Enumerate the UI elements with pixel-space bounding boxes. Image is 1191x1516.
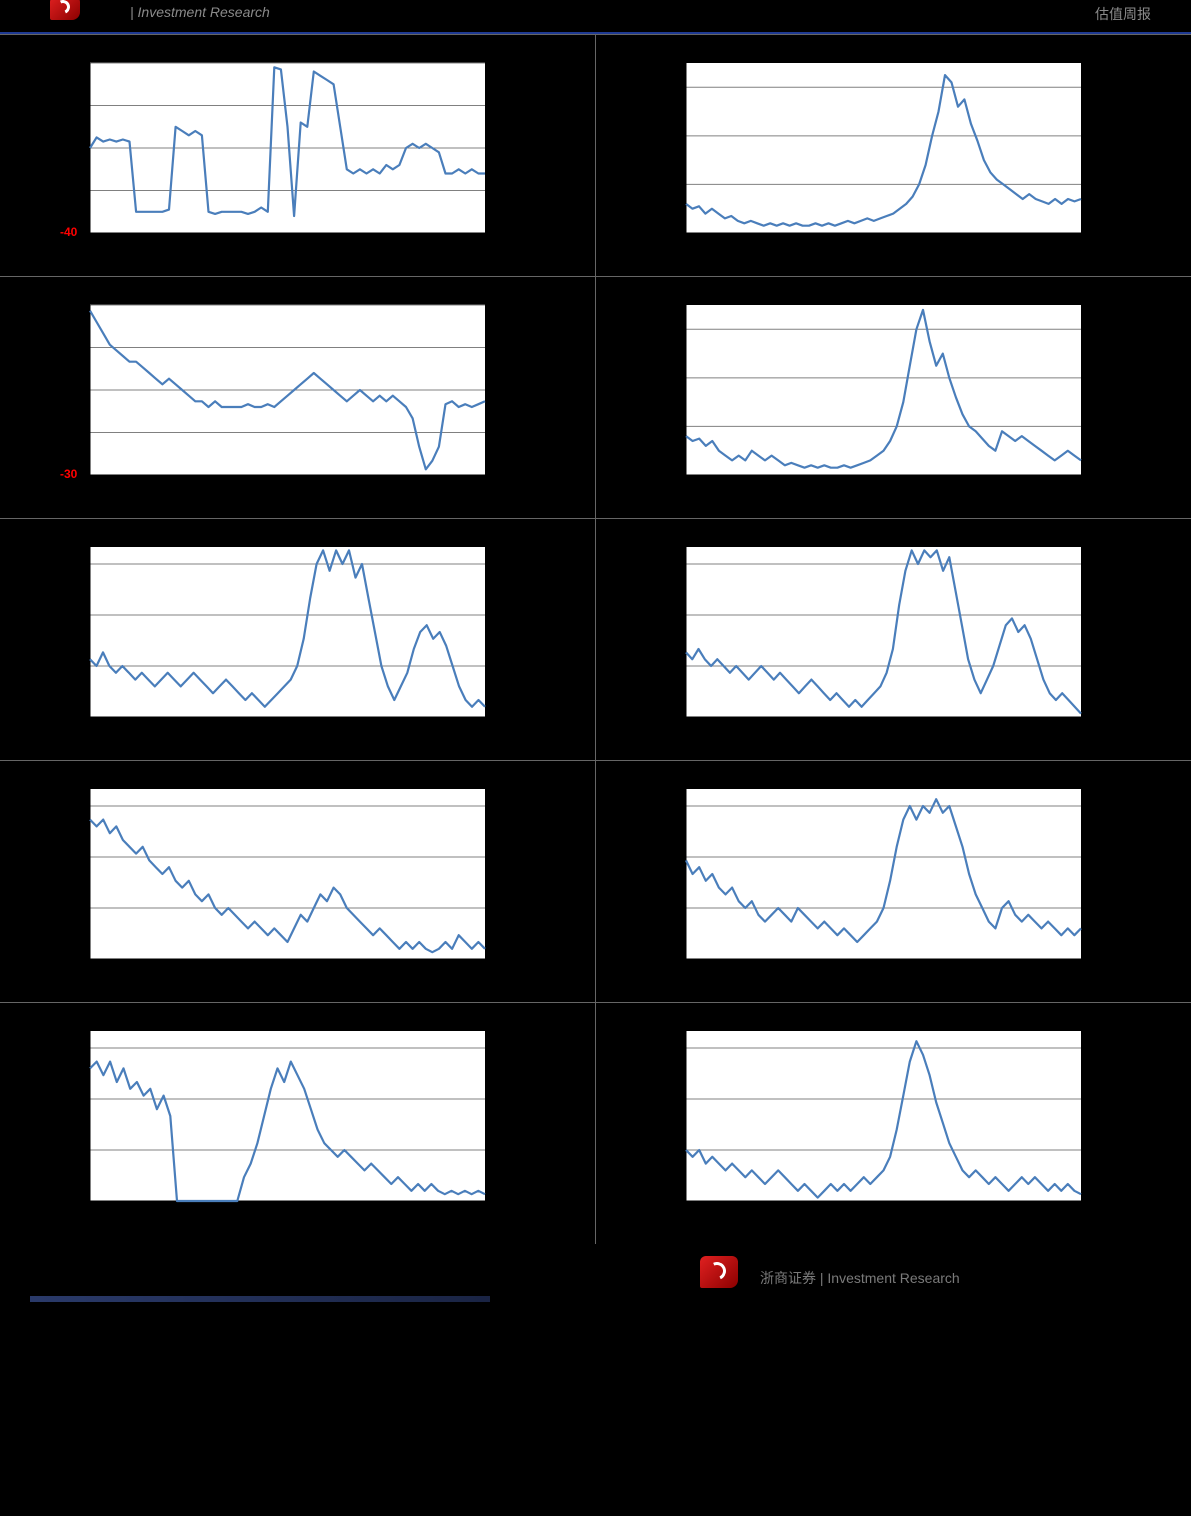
chart-cell: -40 [0, 34, 596, 276]
line-chart [596, 277, 1191, 519]
chart-grid: -40 -30 [0, 34, 1191, 1244]
chart-cell [596, 518, 1191, 760]
y-axis-red-label: -30 [60, 467, 77, 481]
header-left-text: | Investment Research [130, 4, 270, 20]
line-chart [596, 1003, 1191, 1245]
line-chart [0, 761, 595, 1003]
y-axis-red-label: -40 [60, 225, 77, 239]
chart-cell [596, 276, 1191, 518]
chart-cell [596, 760, 1191, 1002]
footer-accent-bar [30, 1296, 490, 1302]
page-header: | Investment Research 估值周报 [0, 0, 1191, 34]
line-chart [596, 35, 1191, 277]
line-chart [0, 277, 595, 519]
header-right-text: 估值周报 [1095, 4, 1151, 24]
footer-logo-icon [700, 1256, 742, 1292]
chart-cell: -30 [0, 276, 596, 518]
chart-cell [0, 760, 596, 1002]
page-footer: 浙商证券 | Investment Research [0, 1252, 1191, 1304]
chart-cell [596, 34, 1191, 276]
line-chart [0, 1003, 595, 1245]
line-chart [0, 519, 595, 761]
line-chart [596, 761, 1191, 1003]
footer-brand-text: 浙商证券 | Investment Research [760, 1268, 960, 1288]
line-chart [0, 35, 595, 277]
chart-cell [0, 518, 596, 760]
brand-logo-icon [50, 0, 84, 24]
chart-cell [596, 1002, 1191, 1244]
line-chart [596, 519, 1191, 761]
chart-cell [0, 1002, 596, 1244]
